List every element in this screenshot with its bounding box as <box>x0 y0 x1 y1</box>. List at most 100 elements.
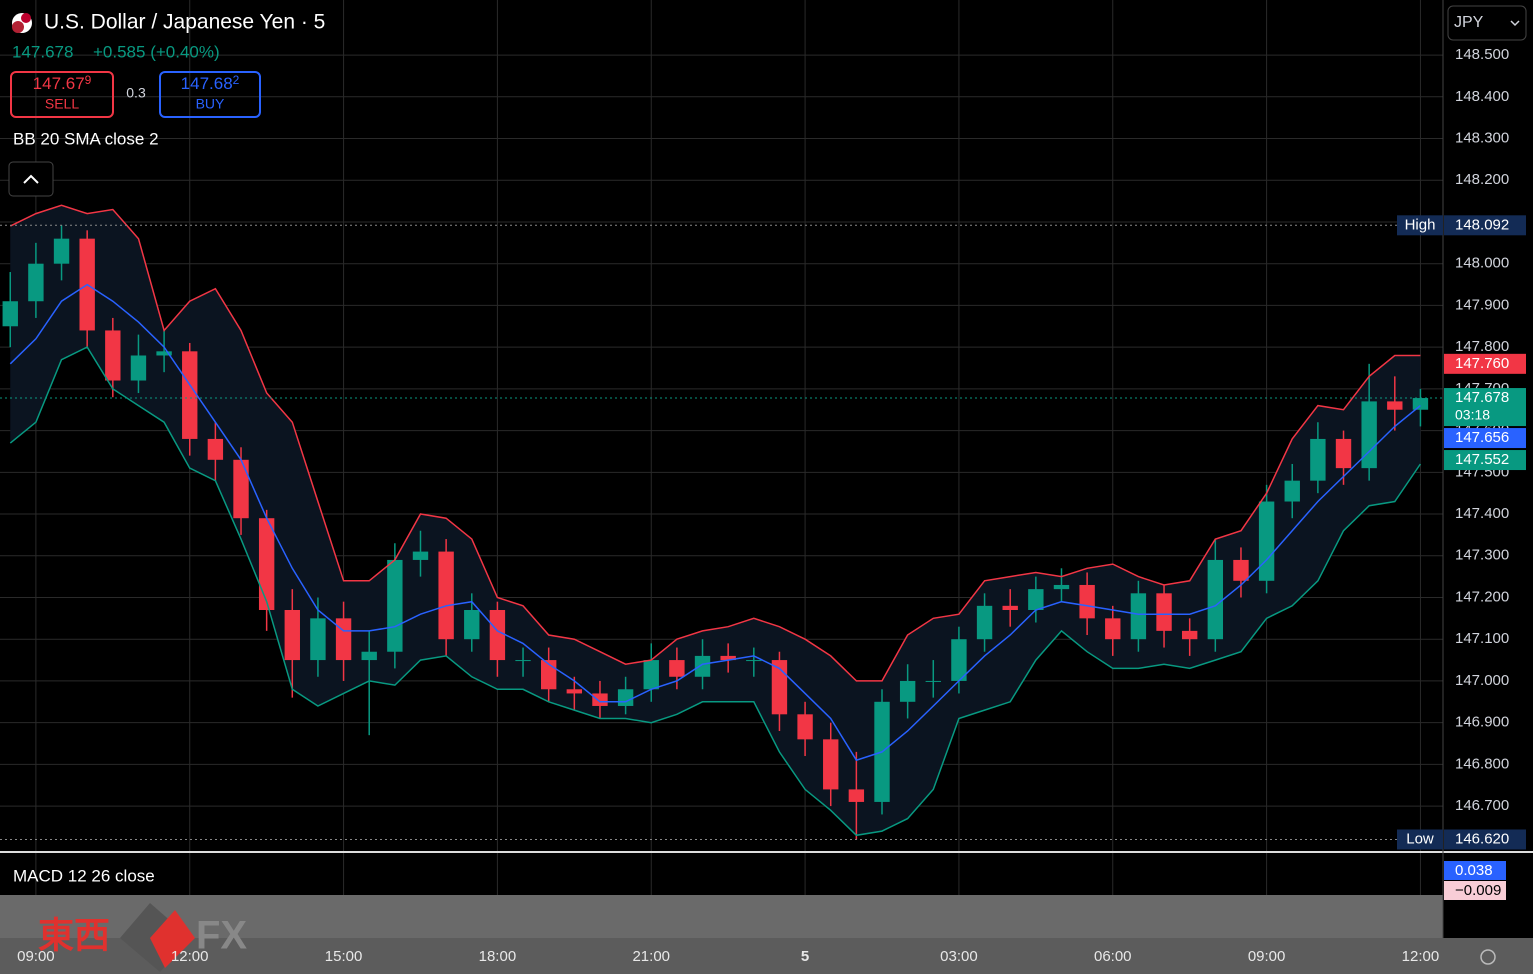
candle-body <box>361 651 377 661</box>
candle-body <box>464 610 480 640</box>
x-tick-label: 03:00 <box>940 948 978 965</box>
y-tick-label: 146.900 <box>1455 714 1509 731</box>
candle-body <box>694 655 711 677</box>
candle-body <box>592 693 608 706</box>
sell-label: SELL <box>45 96 79 112</box>
macd-value-box <box>1444 861 1506 880</box>
candle-body <box>925 680 941 682</box>
candle-body <box>1053 584 1070 590</box>
y-tick-label: 147.400 <box>1455 505 1509 522</box>
candle-body <box>258 518 275 611</box>
sell-price-main: 147.67 <box>33 74 85 93</box>
candle-body <box>1233 559 1249 581</box>
price-label: 147.552 <box>1455 451 1509 468</box>
sell-button[interactable] <box>10 71 114 118</box>
plot <box>0 204 1443 840</box>
price-change: +0.585 (+0.40%) <box>93 42 220 61</box>
candle-body <box>1387 401 1403 410</box>
candle-body <box>156 351 172 356</box>
y-tick-label: 147.300 <box>1455 547 1509 564</box>
candle-body <box>823 739 839 790</box>
y-tick-label: 148.300 <box>1455 129 1509 146</box>
candle-body <box>207 438 224 460</box>
currency: JPY <box>1454 14 1484 31</box>
y-tick-label: 147.800 <box>1455 338 1509 355</box>
x-tick-label: 06:00 <box>1094 948 1132 965</box>
candle-body <box>669 660 685 677</box>
candle-body <box>1028 589 1044 611</box>
candle-body <box>387 559 403 652</box>
x-tick-label: 15:00 <box>325 948 363 965</box>
x-tick-label: 12:00 <box>1402 948 1440 965</box>
price-label-box <box>1444 388 1526 427</box>
candle-body <box>1002 605 1018 611</box>
candle-body <box>105 330 121 381</box>
candle-body <box>28 263 44 302</box>
candle-body <box>1335 438 1352 469</box>
price-label-tag <box>1397 215 1443 236</box>
price-label-box <box>1444 829 1526 850</box>
collapse-icon <box>23 174 39 184</box>
price-label-box <box>1444 215 1526 236</box>
candle-body <box>489 610 506 661</box>
x-tick-label: 5 <box>801 948 809 965</box>
price-label: 147.760 <box>1455 355 1509 372</box>
candle-body <box>310 618 326 661</box>
collapse-button[interactable] <box>8 161 54 197</box>
settings-icon[interactable] <box>1480 949 1496 965</box>
buy-price-main: 147.68 <box>181 74 233 93</box>
candle-body <box>284 610 300 661</box>
y-tick-label: 147.100 <box>1455 630 1509 647</box>
x-tick-label: 21:00 <box>632 948 670 965</box>
candle-body <box>746 660 762 662</box>
candle-body <box>182 351 198 439</box>
band-fill <box>10 205 1421 836</box>
candle-body <box>2 301 18 327</box>
sell-price-pip: 9 <box>85 73 92 87</box>
candle-body <box>720 655 736 661</box>
candle-body <box>412 551 429 560</box>
candle-body <box>643 660 659 690</box>
candle-body <box>1156 593 1172 631</box>
y-tick-label: 147.900 <box>1455 296 1509 313</box>
x-tick-label: 09:00 <box>17 948 55 965</box>
y-tick-label: 147.200 <box>1455 588 1509 605</box>
price-label: 148.092 <box>1455 216 1509 233</box>
candle-body <box>1130 593 1147 640</box>
candle-body <box>797 714 813 740</box>
currency-select[interactable] <box>1447 5 1527 41</box>
y-tick-label: 146.800 <box>1455 755 1509 772</box>
spread: 0.3 <box>126 85 146 101</box>
candle-body <box>438 551 454 640</box>
lower-pane <box>0 895 1443 938</box>
candle-body <box>1310 438 1326 481</box>
countdown: 03:18 <box>1455 407 1490 423</box>
y-tick-label: 148.500 <box>1455 46 1509 63</box>
price-label-box <box>1444 353 1526 374</box>
candle-body <box>130 355 147 381</box>
candle-body <box>515 660 531 662</box>
symbol-title: U.S. Dollar / Japanese Yen · 5 <box>44 11 325 34</box>
candle-body <box>1258 501 1275 581</box>
x-tick-label: 18:00 <box>479 948 517 965</box>
buy-price-pip: 2 <box>233 73 240 87</box>
candle-body <box>951 639 967 681</box>
candle-body <box>335 618 352 661</box>
macd-value: −0.009 <box>1455 882 1501 899</box>
candle-body <box>233 459 249 519</box>
price-label: 147.678 <box>1455 389 1509 406</box>
band-line <box>9 204 1421 682</box>
candle-body <box>53 238 70 264</box>
price-label: 146.620 <box>1455 830 1509 847</box>
candle-body <box>1079 584 1095 619</box>
candle-body <box>1284 480 1300 502</box>
y-tick-label: 148.400 <box>1455 88 1509 105</box>
last-price: 147.678 <box>12 42 73 61</box>
price-label-name: High <box>1405 216 1436 233</box>
watermark-text: FX <box>196 914 247 958</box>
candle-body <box>1207 559 1224 640</box>
buy-price: 147.682 <box>181 73 240 93</box>
buy-button[interactable] <box>159 71 261 118</box>
macd-value: 0.038 <box>1455 862 1493 879</box>
